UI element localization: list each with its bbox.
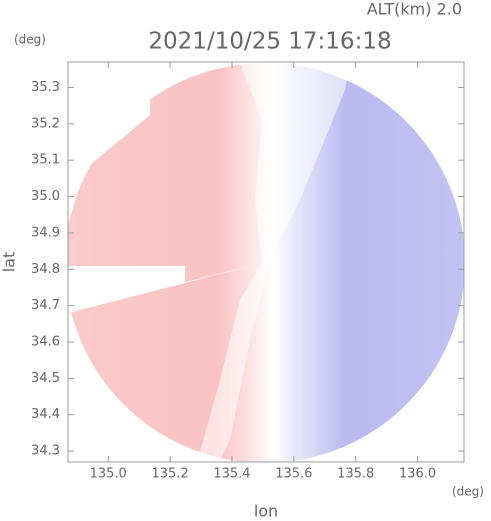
y-tick-label: 34.5 bbox=[31, 371, 60, 386]
y-unit: (deg) bbox=[14, 33, 46, 47]
no-data-wedge bbox=[68, 263, 263, 313]
x-tick-label: 135.4 bbox=[213, 467, 250, 482]
y-tick-label: 34.7 bbox=[31, 298, 60, 313]
y-tick-label: 35.3 bbox=[31, 80, 60, 95]
x-axis-label: lon bbox=[254, 502, 278, 521]
chart-title: 2021/10/25 17:16:18 bbox=[148, 29, 391, 55]
x-tick-label: 135.6 bbox=[275, 467, 312, 482]
y-tick-label: 34.6 bbox=[31, 335, 60, 350]
x-unit: (deg) bbox=[452, 485, 484, 499]
y-axis-label: lat bbox=[0, 252, 19, 273]
y-tick-label: 34.4 bbox=[31, 407, 60, 422]
y-tick-label: 35.2 bbox=[31, 116, 60, 131]
plot-frame bbox=[67, 61, 465, 463]
y-tick-label: 35.0 bbox=[31, 189, 60, 204]
no-data bbox=[68, 62, 150, 175]
radar-image bbox=[68, 62, 464, 462]
x-tick-label: 135.2 bbox=[151, 467, 188, 482]
x-tick-label: 136.0 bbox=[399, 467, 436, 482]
x-tick-label: 135.8 bbox=[337, 467, 374, 482]
y-tick-label: 34.3 bbox=[31, 444, 60, 459]
y-tick-label: 34.8 bbox=[31, 262, 60, 277]
y-tick-label: 35.1 bbox=[31, 153, 60, 168]
x-tick-label: 135.0 bbox=[90, 467, 127, 482]
y-tick-label: 34.9 bbox=[31, 225, 60, 240]
zero-band bbox=[197, 62, 350, 462]
altitude: ALT(km) 2.0 bbox=[367, 0, 462, 19]
